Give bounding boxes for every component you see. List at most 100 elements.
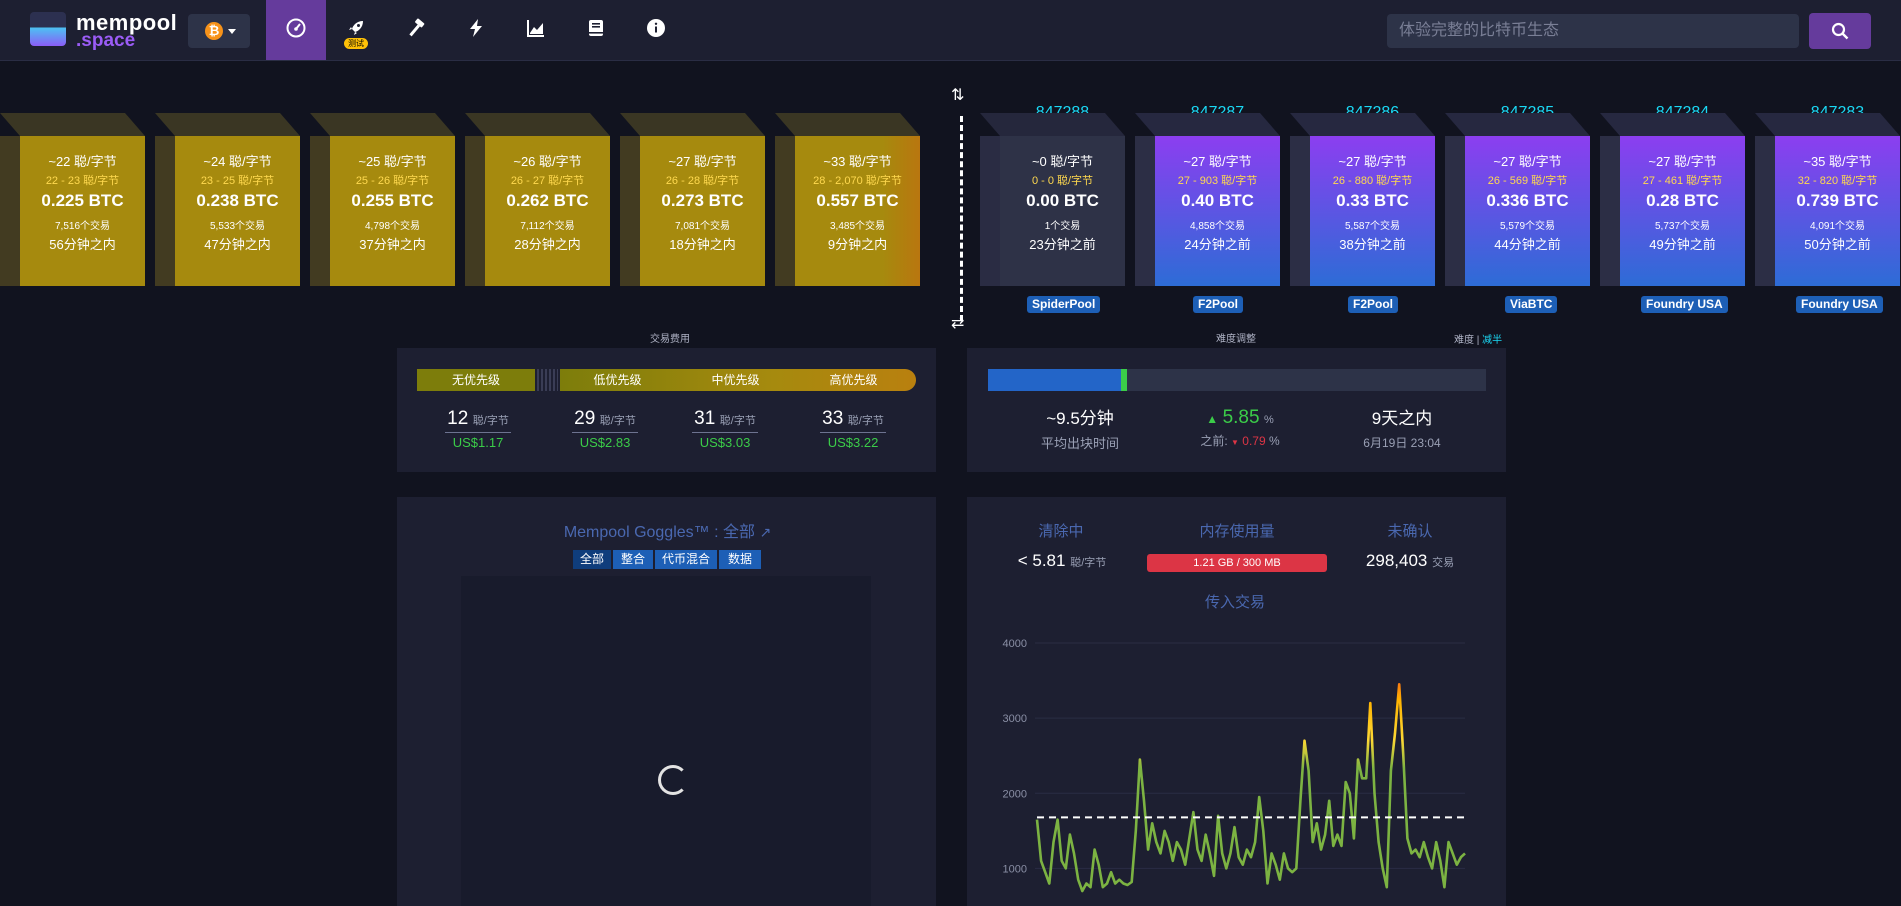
block-median-fee: ~35 聪/字节 <box>1803 154 1872 169</box>
next-retarget: 9天之内 6月19日 23:04 <box>1322 404 1482 451</box>
fee-unit: 聪/字节 <box>599 415 636 427</box>
avg-block-time-value: ~9.5分钟 <box>1046 409 1114 428</box>
block-fee-range: 25 - 26 聪/字节 <box>355 175 430 187</box>
fees-caption: 交易费用 <box>650 334 690 345</box>
mining-pool-tag[interactable]: Foundry USA <box>1641 296 1728 313</box>
unconfirmed-label: 未确认 <box>1387 523 1433 540</box>
purging-value: < 5.81 <box>1017 551 1066 570</box>
fee-medium-priority: 31 聪/字节 US$3.03 <box>670 408 780 450</box>
network-selector[interactable]: ₿ <box>188 14 250 48</box>
block-eta: 9分钟之内 <box>827 237 888 252</box>
block-size: 0.238 BTC <box>196 191 279 210</box>
mined-block[interactable]: ~27 聪/字节 26 - 569 聪/字节 0.336 BTC 5,579个交… <box>1445 113 1590 286</box>
rocket-icon <box>349 21 363 35</box>
dashboard-icon <box>286 18 306 38</box>
sort-arrows-icon[interactable]: ⇅ <box>951 87 965 104</box>
unconfirmed-value: 298,403 <box>1365 551 1428 570</box>
purging-label: 清除中 <box>1038 523 1084 540</box>
nav-docs[interactable] <box>566 0 626 60</box>
bitcoin-icon: ₿ <box>205 22 223 40</box>
incoming-tx-series-line <box>1035 683 1466 893</box>
block-size: 0.00 BTC <box>1026 191 1099 210</box>
mempool-block[interactable]: ~27 聪/字节 26 - 28 聪/字节 0.273 BTC 7,081个交易… <box>620 113 765 286</box>
search-button[interactable] <box>1809 13 1871 49</box>
mempool-logo[interactable]: mempool .space <box>30 10 177 51</box>
block-tx-count: 4,798个交易 <box>364 221 421 232</box>
goggles-filter-consolidation[interactable]: 整合 <box>613 550 653 569</box>
chart-y-tick-label: 2000 <box>1003 788 1027 800</box>
purging-stat: < 5.81 聪/字节 <box>982 551 1142 571</box>
block-age: 38分钟之前 <box>1339 237 1406 252</box>
mempool-block[interactable]: ~24 聪/字节 23 - 25 聪/字节 0.238 BTC 5,533个交易… <box>155 113 300 286</box>
nav-accelerator[interactable]: 测试 <box>326 0 386 60</box>
mining-pool-tag[interactable]: SpiderPool <box>1027 296 1101 313</box>
mining-pool-tag[interactable]: ViaBTC <box>1505 296 1558 313</box>
mined-block[interactable]: ~35 聪/字节 32 - 820 聪/字节 0.739 BTC 4,091个交… <box>1755 113 1900 286</box>
mining-pool-tag[interactable]: F2Pool <box>1193 296 1244 313</box>
difficulty-mode-toggle[interactable]: 难度 | 减半 <box>1454 335 1503 346</box>
lightning-icon <box>470 19 482 37</box>
avg-block-time: ~9.5分钟 平均出块时间 <box>1000 404 1160 452</box>
fee-value: 31 <box>694 408 716 429</box>
block-fee-range: 27 - 461 聪/字节 <box>1642 175 1723 187</box>
mempool-block[interactable]: ~25 聪/字节 25 - 26 聪/字节 0.255 BTC 4,798个交易… <box>310 113 455 286</box>
mining-pool-tag[interactable]: Foundry USA <box>1796 296 1883 313</box>
fee-bar-medium: 中优先级 <box>711 373 760 387</box>
block-median-fee: ~27 聪/字节 <box>668 154 737 169</box>
mined-block[interactable]: ~0 聪/字节 0 - 0 聪/字节 0.00 BTC 1个交易 23分钟之前 <box>980 113 1125 286</box>
fee-value: 33 <box>822 408 844 429</box>
halving-link[interactable]: 减半 <box>1482 335 1503 346</box>
incoming-transactions-chart[interactable]: 1000 2000 3000 4000 <box>975 620 1500 906</box>
block-tx-count: 1个交易 <box>1044 221 1081 232</box>
difficulty-mode-label: 难度 <box>1454 335 1474 346</box>
block-tx-count: 7,081个交易 <box>674 221 731 232</box>
mined-block[interactable]: ~27 聪/字节 26 - 880 聪/字节 0.33 BTC 5,587个交易… <box>1290 113 1435 286</box>
fee-bar-high: 高优先级 <box>829 373 878 387</box>
fee-gradient-bar <box>560 369 916 391</box>
block-eta: 56分钟之内 <box>49 237 116 252</box>
chart-y-tick-label: 1000 <box>1003 863 1027 875</box>
book-icon <box>589 20 603 36</box>
nav-about[interactable] <box>626 0 686 60</box>
difficulty-progress-bar <box>988 369 1486 391</box>
mined-block[interactable]: ~27 聪/字节 27 - 461 聪/字节 0.28 BTC 5,737个交易… <box>1600 113 1745 286</box>
fee-usd: US$3.22 <box>827 435 879 450</box>
swap-arrows-icon[interactable]: ⇄ <box>951 315 965 332</box>
block-median-fee: ~27 聪/字节 <box>1338 154 1407 169</box>
nav-graphs[interactable] <box>506 0 566 60</box>
nav-mining[interactable] <box>386 0 446 60</box>
block-age: 44分钟之前 <box>1494 237 1561 252</box>
goggles-filter-data[interactable]: 数据 <box>719 550 761 569</box>
fee-bar-low: 低优先级 <box>593 373 642 387</box>
retarget-eta: 9天之内 <box>1371 409 1433 428</box>
block-median-fee: ~24 聪/字节 <box>203 154 272 169</box>
previous-change-value: 0.79 <box>1242 434 1266 448</box>
goggles-visualization[interactable] <box>461 576 871 906</box>
block-size: 0.255 BTC <box>351 191 434 210</box>
previous-label: 之前: <box>1200 434 1228 448</box>
chart-icon <box>527 20 544 37</box>
arrow-down-icon: ▼ <box>1231 438 1239 447</box>
nav-lightning[interactable] <box>446 0 506 60</box>
mempool-block[interactable]: ~26 聪/字节 26 - 27 聪/字节 0.262 BTC 7,112个交易… <box>465 113 610 286</box>
goggles-filter-coinjoin[interactable]: 代币混合 <box>655 550 717 569</box>
mempool-block[interactable]: ~33 聪/字节 28 - 2,070 聪/字节 0.557 BTC 3,485… <box>775 113 920 286</box>
block-age: 49分钟之前 <box>1649 237 1716 252</box>
search-input[interactable] <box>1387 14 1799 48</box>
block-median-fee: ~22 聪/字节 <box>48 154 117 169</box>
goggles-filter-all[interactable]: 全部 <box>573 550 611 569</box>
fee-unit: 聪/字节 <box>719 415 756 427</box>
mined-block[interactable]: ~27 聪/字节 27 - 903 聪/字节 0.40 BTC 4,858个交易… <box>1135 113 1280 286</box>
block-fee-range: 32 - 820 聪/字节 <box>1797 175 1878 187</box>
mempool-block[interactable]: ~22 聪/字节 22 - 23 聪/字节 0.225 BTC 7,516个交易… <box>0 113 145 286</box>
difficulty-change: ▲ 5.85 % 之前: ▼ 0.79 % <box>1160 407 1320 449</box>
block-eta: 28分钟之内 <box>514 237 581 252</box>
arrow-up-icon: ▲ <box>1206 412 1219 426</box>
block-median-fee: ~27 聪/字节 <box>1183 154 1252 169</box>
fee-no-priority: 12 聪/字节 US$1.17 <box>423 408 533 450</box>
logo-subtext: .space <box>76 30 136 51</box>
goggles-title[interactable]: Mempool Goggles™ : 全部 ↗ <box>400 518 935 542</box>
nav-dashboard[interactable] <box>266 0 326 60</box>
block-eta: 47分钟之内 <box>204 237 271 252</box>
mining-pool-tag[interactable]: F2Pool <box>1348 296 1399 313</box>
